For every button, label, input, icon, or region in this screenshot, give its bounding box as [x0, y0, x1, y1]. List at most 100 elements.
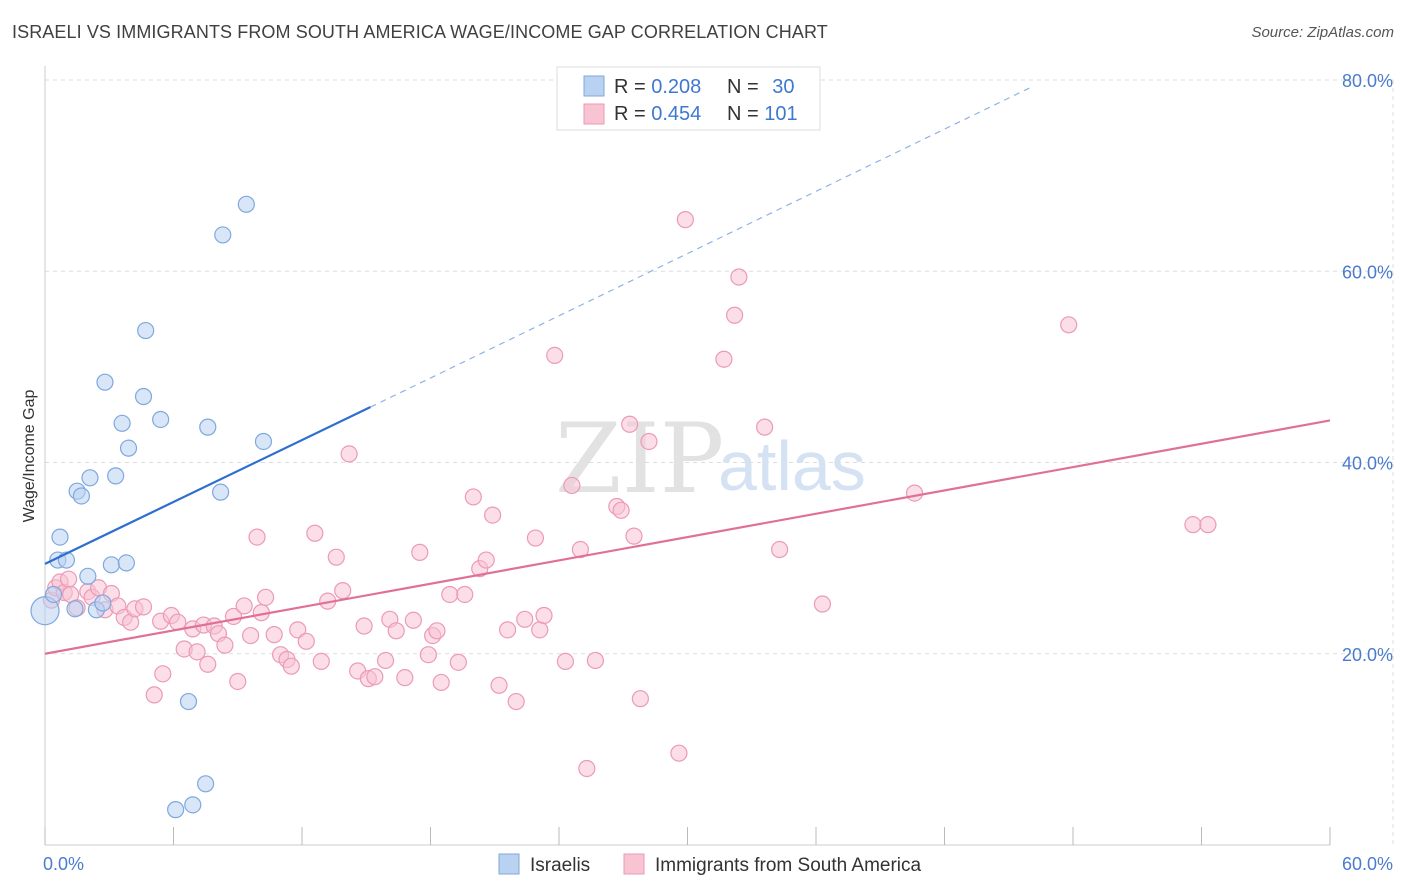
israelis-point-18 — [134, 387, 153, 406]
axes — [44, 66, 1331, 846]
series-legend: Israelis Immigrants from South America — [498, 853, 922, 876]
sa-point-97 — [905, 484, 924, 502]
sa-point-33 — [242, 626, 260, 645]
sa-point-44 — [312, 652, 330, 671]
sa-point-59 — [419, 646, 437, 664]
y-tick-label-0: 20.0% — [1342, 645, 1393, 665]
y-axis-label: Wage/Income Gap — [21, 390, 38, 523]
sa-point-16 — [134, 598, 153, 616]
israelis-trend-line — [44, 406, 372, 565]
israelis-point-25 — [199, 418, 217, 436]
sa-point-84 — [612, 501, 630, 519]
svg-text:N = 30: N = 30 — [727, 76, 795, 98]
sa-point-68 — [477, 551, 495, 569]
legend-r-label-2: R = — [614, 103, 651, 125]
sa-point-79 — [563, 476, 581, 495]
sa-point-88 — [640, 432, 658, 451]
y-tick-label-3: 80.0% — [1342, 71, 1393, 91]
sa-point-42 — [297, 632, 315, 650]
sa-point-95 — [770, 540, 789, 559]
israelis-point-13 — [102, 556, 120, 574]
israelis-trend-extension — [370, 87, 1031, 408]
sa-point-66 — [464, 488, 482, 506]
watermark-atlas: atlas — [718, 427, 866, 505]
israelis-point-22 — [179, 692, 198, 711]
sa-point-85 — [621, 415, 639, 433]
israelis-point-8 — [81, 469, 99, 487]
y-tick-label-1: 40.0% — [1342, 454, 1393, 474]
sa-point-64 — [449, 653, 467, 671]
israelis-point-28 — [237, 195, 255, 213]
bottom-legend-label-israelis: Israelis — [530, 855, 590, 876]
y-tick-label-2: 60.0% — [1342, 262, 1393, 282]
svg-text:R = 0.454: R = 0.454 — [614, 103, 701, 125]
sa-point-99 — [1184, 516, 1202, 534]
sa-point-91 — [715, 350, 733, 368]
sa-point-24 — [188, 643, 206, 661]
sa-point-76 — [535, 606, 553, 625]
sa-point-62 — [432, 673, 450, 692]
legend-r-label-1: R = — [614, 76, 651, 98]
sa-point-90 — [676, 211, 694, 229]
israelis-point-9 — [79, 567, 97, 585]
bottom-legend-swatch-sa — [623, 853, 645, 875]
sa-point-43 — [306, 524, 324, 542]
legend-n-value-2: 101 — [764, 103, 797, 125]
sa-point-55 — [387, 622, 405, 640]
sa-point-65 — [456, 585, 474, 604]
sa-point-19 — [154, 665, 172, 683]
x-tick-label-1: 60.0% — [1342, 854, 1393, 874]
sa-point-37 — [265, 626, 283, 644]
legend-swatch-sa — [583, 103, 605, 125]
israelis-point-19 — [137, 321, 155, 340]
sa-point-32 — [235, 597, 253, 615]
sa-point-74 — [526, 529, 545, 547]
israelis-point-17 — [119, 439, 138, 457]
legend-swatch-israelis — [583, 75, 605, 97]
x-tick-labels: 0.0% 60.0% — [43, 854, 1393, 874]
sa-point-29 — [216, 636, 234, 654]
sa-point-63 — [441, 585, 459, 604]
sa-point-53 — [376, 651, 395, 670]
sa-point-34 — [248, 528, 266, 546]
y-tick-labels: 20.0% 40.0% 60.0% 80.0% — [1342, 71, 1393, 665]
sa-point-47 — [334, 582, 352, 600]
israelis-point-29 — [254, 432, 273, 451]
israelis-point-23 — [184, 796, 202, 814]
israelis-point-27 — [214, 226, 232, 244]
sa-point-57 — [404, 611, 422, 629]
legend-n-label-2: N = — [727, 103, 764, 125]
israelis-point-21 — [167, 801, 185, 819]
sa-point-50 — [355, 617, 373, 635]
legend-n-label-1: N = — [727, 76, 764, 98]
sa-point-52 — [366, 668, 384, 686]
israelis-point-14 — [107, 467, 125, 485]
legend-n-value-1: 30 — [772, 76, 794, 98]
sa-point-77 — [546, 346, 564, 364]
sa-point-82 — [586, 651, 605, 670]
sa-point-92 — [726, 306, 744, 324]
sa-point-81 — [578, 759, 596, 778]
sa-point-98 — [1060, 316, 1078, 334]
trend-lines — [44, 87, 1331, 655]
sa-point-41 — [289, 621, 307, 639]
israelis-point-20 — [152, 410, 170, 429]
source-label: Source: ZipAtlas.com — [1251, 24, 1394, 41]
sa-point-78 — [556, 652, 575, 671]
sa-point-75 — [531, 621, 549, 639]
sa-point-36 — [256, 588, 275, 606]
israelis-series-points — [30, 195, 273, 819]
sa-point-72 — [507, 692, 525, 711]
israelis-point-0 — [30, 596, 60, 626]
sa-point-93 — [730, 268, 748, 286]
sa-point-89 — [670, 744, 688, 762]
israelis-point-1 — [44, 585, 63, 604]
sa-point-94 — [755, 418, 774, 436]
sa-trend-line — [44, 419, 1331, 655]
israelis-point-5 — [66, 600, 84, 618]
israelis-point-15 — [113, 414, 131, 432]
israelis-point-7 — [72, 487, 91, 505]
israelis-point-16 — [117, 554, 135, 572]
sa-point-31 — [229, 672, 247, 691]
